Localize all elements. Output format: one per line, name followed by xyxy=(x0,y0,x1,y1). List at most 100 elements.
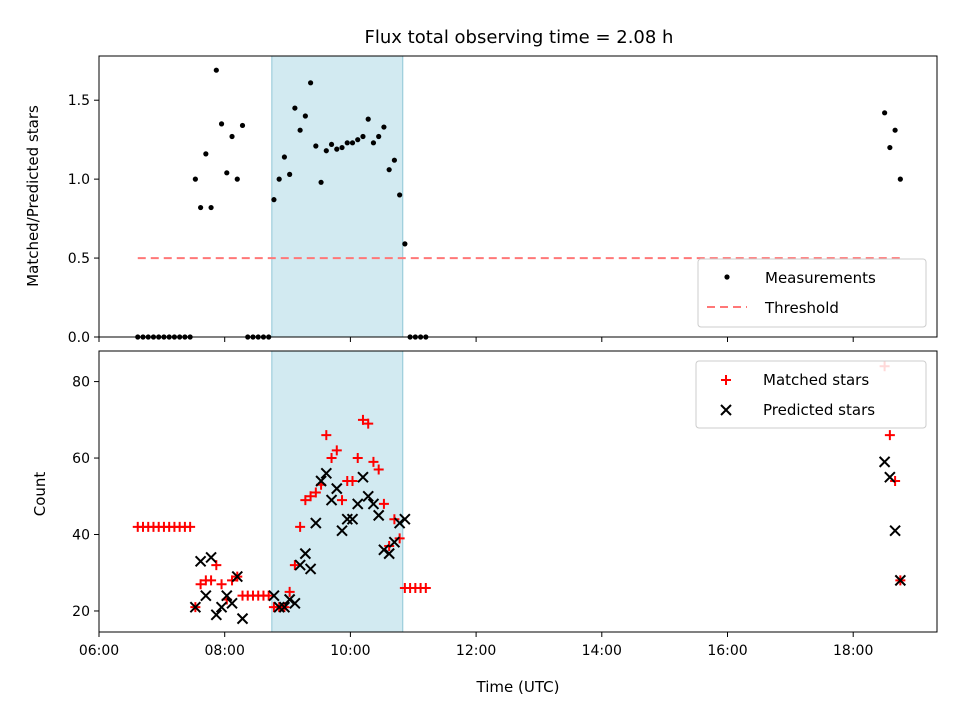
matched-star-point xyxy=(378,498,389,509)
x-tick-label: 16:00 xyxy=(707,643,747,659)
x-tick-label: 14:00 xyxy=(582,643,622,659)
measurement-point xyxy=(318,179,324,185)
predicted-star-point xyxy=(325,494,338,506)
measurement-point xyxy=(887,144,893,151)
matched-star-point xyxy=(357,414,368,425)
legend-measurements-marker xyxy=(724,274,730,280)
matched-star-point xyxy=(373,464,384,475)
x-axis-label: Time (UTC) xyxy=(476,678,560,696)
matched-star-point xyxy=(185,521,196,532)
matched-star-point xyxy=(216,579,227,590)
matched-star-point xyxy=(289,560,300,571)
measurement-point xyxy=(892,127,898,133)
measurement-point xyxy=(302,113,308,119)
predicted-star-point xyxy=(189,601,202,613)
x-tick-label: 08:00 xyxy=(205,643,245,659)
measurement-point xyxy=(276,176,282,182)
y-axis-label: Matched/Predicted stars xyxy=(24,105,42,287)
y-tick-label: 80 xyxy=(72,375,90,391)
predicted-star-point xyxy=(341,513,353,525)
predicted-star-point xyxy=(388,536,401,548)
predicted-star-point xyxy=(878,456,891,468)
predicted-star-point xyxy=(273,601,285,613)
predicted-star-point xyxy=(299,547,312,560)
predicted-star-point xyxy=(884,471,896,483)
predicted-star-point xyxy=(304,563,317,575)
predicted-star-point xyxy=(378,544,390,556)
x-tick-label: 06:00 xyxy=(79,643,119,659)
measurement-point xyxy=(344,140,350,146)
measurement-point xyxy=(218,121,225,127)
measurement-point xyxy=(229,133,235,140)
matched-star-point xyxy=(884,430,895,441)
matched-star-point xyxy=(321,430,332,441)
predicted-star-point xyxy=(383,547,395,560)
legend-box xyxy=(697,258,927,328)
predicted-star-point xyxy=(346,513,359,525)
measurement-point xyxy=(297,127,303,133)
x-tick-label: 12:00 xyxy=(456,643,496,659)
predicted-star-point xyxy=(315,475,327,487)
legend-measurements-label: Measurements xyxy=(765,269,876,287)
matched-star-point xyxy=(331,445,342,456)
predicted-star-point xyxy=(294,559,306,571)
legend-predicted-label: Predicted stars xyxy=(763,401,875,419)
y-tick-label: 1.5 xyxy=(68,93,90,109)
matched-star-point xyxy=(394,533,405,544)
legend-box xyxy=(695,360,927,429)
predicted-star-point xyxy=(231,570,243,583)
legend-matched-label: Matched stars xyxy=(763,371,869,389)
measurement-point xyxy=(234,176,240,182)
x-tick-label: 10:00 xyxy=(330,643,370,659)
predicted-star-point xyxy=(200,589,212,602)
measurement-point xyxy=(198,204,204,211)
predicted-star-point xyxy=(236,612,249,625)
measurement-point xyxy=(339,144,345,151)
measurement-point xyxy=(307,80,314,86)
measurement-point xyxy=(391,157,397,163)
predicted-star-point xyxy=(289,597,301,610)
measurement-point xyxy=(360,133,366,140)
matched-star-point xyxy=(389,514,400,525)
predicted-star-point xyxy=(336,524,348,537)
y-tick-label: 0.5 xyxy=(68,251,90,267)
predicted-star-point xyxy=(221,589,233,602)
legend-threshold-label: Threshold xyxy=(764,299,839,317)
measurement-point xyxy=(239,122,246,129)
y-tick-label: 40 xyxy=(72,528,90,544)
measurement-point xyxy=(897,176,903,182)
matched-star-point xyxy=(284,586,295,597)
measurement-point xyxy=(281,154,288,160)
predicted-star-point xyxy=(226,597,238,610)
matched-star-point xyxy=(326,453,337,464)
predicted-star-point xyxy=(367,498,380,510)
measurement-point xyxy=(208,204,214,211)
predicted-star-point xyxy=(268,589,280,602)
predicted-star-point xyxy=(362,490,374,502)
measurement-point xyxy=(370,140,377,146)
predicted-star-point xyxy=(310,517,322,529)
matched-star-point xyxy=(420,583,431,594)
y-tick-label: 0.0 xyxy=(68,330,90,346)
matched-star-point xyxy=(363,418,374,429)
axes-frame xyxy=(98,350,938,633)
measurement-point xyxy=(213,67,219,73)
legend-predicted-marker xyxy=(720,404,732,416)
measurement-point xyxy=(323,148,329,154)
measurement-point xyxy=(386,167,392,173)
matched-star-point xyxy=(195,579,206,590)
observing-window-span xyxy=(271,351,403,632)
measurement-point xyxy=(271,197,277,203)
predicted-star-point xyxy=(320,467,333,480)
y-axis-label: Count xyxy=(31,472,49,517)
measurement-point xyxy=(292,105,298,111)
y-tick-label: 20 xyxy=(72,604,90,620)
matched-star-point xyxy=(305,491,316,502)
legend: Measurements Threshold xyxy=(697,258,927,328)
predicted-star-point xyxy=(210,609,223,621)
axes-frame xyxy=(98,55,938,338)
predicted-star-point xyxy=(215,601,228,613)
predicted-star-point xyxy=(399,513,411,525)
matched-star-point xyxy=(300,495,311,506)
matched-star-point xyxy=(310,487,321,498)
